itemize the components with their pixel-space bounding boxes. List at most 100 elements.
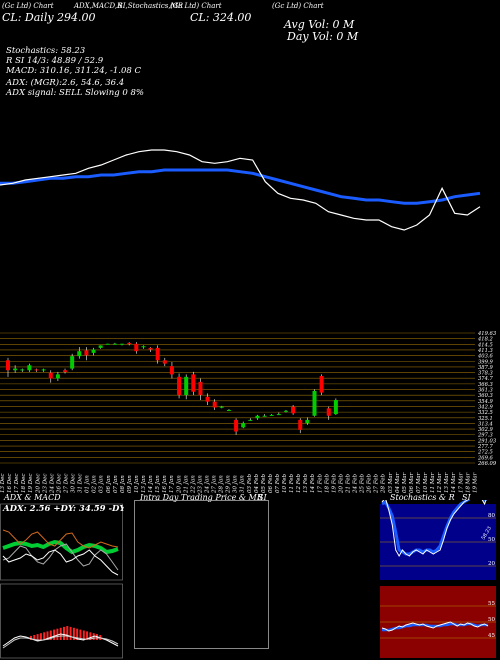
- candle-body: [6, 360, 10, 371]
- adx-green-band: [2, 539, 119, 555]
- header-text-5: (Gc Ltd) Chart: [272, 2, 324, 10]
- price-level-label: 272.5: [477, 450, 493, 456]
- date-tick-label: 10 Feb: [282, 473, 288, 493]
- rsi-level-label: 50: [488, 617, 495, 623]
- rsi-level-label: 55: [488, 601, 495, 607]
- close-daily: CL: Daily 294.00: [2, 11, 96, 24]
- macd-histogram-bar: [33, 635, 36, 640]
- date-tick-label: 01 Jan: [85, 475, 91, 493]
- candle-body: [298, 419, 303, 430]
- date-tick-label: 03 Jan: [99, 475, 105, 493]
- price-level-label: 361.3: [478, 388, 494, 394]
- date-tick-label: 09 Jan: [127, 475, 133, 493]
- price-level-label: 411.3: [477, 348, 494, 354]
- mrsi-panel-title: Intra Day Trading Price & MR: [140, 493, 263, 502]
- price-level-label: 313.4: [478, 421, 493, 427]
- price-level-label: 266.09: [477, 461, 497, 467]
- macd-histogram-bar: [43, 632, 46, 640]
- adx-plus-di-line: [2, 529, 119, 549]
- stochastics-readout: Stochastics: 58.23: [6, 46, 86, 56]
- macd-panel-frame: [0, 583, 123, 659]
- date-tick-label: 11 Feb: [289, 473, 295, 493]
- date-tick-label: 18 Mar: [465, 472, 471, 493]
- price-level-label: 419.63: [477, 331, 497, 337]
- date-tick-label: 12 Feb: [296, 473, 302, 493]
- candle-body: [219, 406, 224, 408]
- date-tick-label: 23 Jan: [197, 475, 203, 494]
- stoch-panel-title: Stochastics & R: [390, 493, 455, 502]
- macd-signal-line: [2, 635, 119, 649]
- adx-signal-readout: ADX signal: SELL Slowing 0 8%: [6, 88, 144, 98]
- date-tick-label: 26 Dec: [56, 474, 62, 495]
- header-text-2: ADX,MACD,R: [74, 2, 123, 10]
- date-tick-label: 18 Dec: [21, 474, 27, 494]
- stochastics-k-line: [381, 500, 487, 558]
- date-tick-label: 19 Mar: [472, 472, 478, 493]
- date-tick-label: 20 Feb: [338, 473, 344, 494]
- date-tick-label: 06 Jan: [106, 475, 112, 493]
- macd-histogram-bar: [76, 628, 79, 640]
- date-tick-label: 24 Feb: [353, 473, 359, 494]
- date-tick-label: 03 Feb: [247, 473, 253, 493]
- date-tick-label: 23 Dec: [42, 474, 48, 495]
- candle-body: [255, 415, 260, 419]
- candle-body: [112, 343, 117, 345]
- date-tick-label: 14 Feb: [310, 473, 316, 493]
- mrsi-panel-title-right: SI: [258, 493, 267, 502]
- macd-histogram-bar: [72, 627, 75, 640]
- macd-readout: MACD: 310.16, 311.24, -1.08 C: [6, 66, 142, 76]
- macd-histogram-bar: [46, 631, 49, 640]
- macd-histogram-bar: [69, 626, 72, 640]
- date-tick-label: 24 Dec: [49, 474, 55, 495]
- candle-body: [262, 415, 267, 417]
- price-level-label: 277.7: [477, 444, 494, 450]
- candle-body: [27, 365, 32, 371]
- price-level-label: 302.9: [478, 427, 494, 433]
- date-tick-label: 13 Mar: [444, 472, 450, 493]
- date-tick-label: 28 Feb: [381, 473, 387, 494]
- date-tick-label: 04 Mar: [395, 472, 401, 493]
- price-level-label: 325.1: [478, 416, 493, 422]
- date-tick-label: 07 Jan: [113, 475, 119, 493]
- candle-body: [169, 366, 174, 375]
- candle-body: [191, 374, 196, 392]
- candle-body: [198, 381, 203, 396]
- candle-body: [34, 369, 39, 371]
- rsi-line: [381, 621, 489, 632]
- price-level-label: 297.3: [477, 433, 494, 439]
- candle-body: [305, 419, 310, 424]
- date-tick-label: 17 Mar: [458, 472, 464, 493]
- candle-body: [241, 423, 246, 428]
- date-tick-label: 30 Dec: [71, 474, 77, 494]
- adx-minus-di-line: [2, 543, 119, 571]
- candle-body: [291, 406, 296, 414]
- macd-histogram-bar: [53, 629, 56, 640]
- candle-body: [333, 400, 338, 415]
- candlestick-chart: 419.63418.2414.5411.3403.6399.9387.9378.…: [0, 331, 497, 495]
- macd-histogram-bar: [66, 626, 69, 640]
- header-text-4: (Gc Ltd) Chart: [170, 2, 222, 10]
- date-tick-label: 07 Mar: [416, 472, 422, 493]
- avg-volume: Avg Vol: 0 M: [284, 18, 355, 31]
- candle-body: [148, 347, 153, 350]
- adx-line: [2, 549, 119, 576]
- date-tick-label: 17 Feb: [317, 473, 323, 493]
- candle-body: [276, 414, 281, 416]
- date-tick-label: 21 Feb: [345, 473, 351, 494]
- macd-histogram-bar: [36, 634, 39, 640]
- candle-body: [205, 396, 210, 402]
- date-tick-label: 06 Feb: [268, 473, 274, 493]
- date-tick-label: 03 Mar: [388, 472, 394, 493]
- stochastics-level-label: 80: [488, 513, 495, 519]
- date-tick-label: 17 Dec: [14, 474, 20, 494]
- price-level-label: 354.9: [478, 399, 494, 405]
- candle-body: [41, 369, 46, 371]
- mrsi-panel: [134, 500, 269, 649]
- candle-body: [155, 347, 160, 361]
- macd-histogram-bar: [63, 626, 65, 640]
- stochastics-level-label: 50: [488, 537, 495, 543]
- macd-histogram-bar: [89, 632, 92, 640]
- header-text-1: (Gc Ltd) Chart: [2, 2, 54, 10]
- date-tick-label: 27 Feb: [374, 473, 380, 494]
- candle-body: [91, 349, 96, 353]
